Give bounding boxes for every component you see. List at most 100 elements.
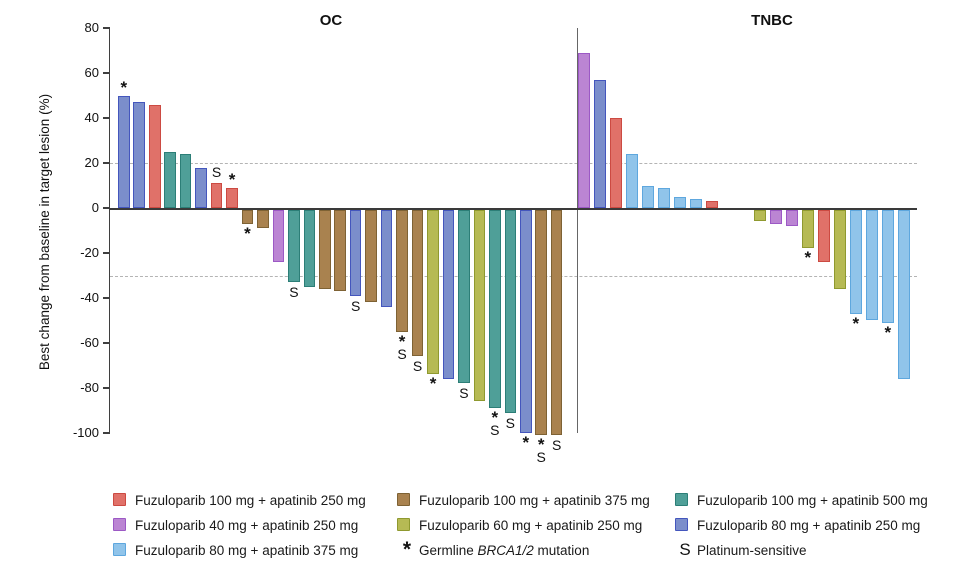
bar (658, 187, 670, 208)
platinum-marker: S (490, 422, 500, 438)
bar (380, 210, 393, 307)
legend-label-text: Fuzuloparib 40 mg + apatinib 250 mg (135, 518, 359, 533)
panel-separator (577, 28, 579, 433)
y-tick-label: -20 (80, 245, 99, 260)
bar (396, 210, 408, 332)
y-axis-line (108, 27, 111, 434)
legend-swatch-red (113, 493, 126, 506)
legend-swatch-brown (397, 493, 410, 506)
platinum-marker: S (505, 414, 515, 431)
legend-label-text: mutation (533, 543, 590, 558)
bar (303, 210, 316, 287)
y-tick-label: 0 (91, 200, 99, 215)
y-tick (103, 387, 110, 389)
bar (594, 79, 606, 208)
platinum-marker: S (412, 358, 423, 375)
bar (550, 210, 563, 435)
bar (754, 210, 766, 222)
brca-marker-legend: * (402, 538, 412, 561)
bar (882, 210, 894, 323)
legend-swatch-sky (113, 543, 126, 556)
y-tick-label: 20 (84, 155, 99, 170)
bar (318, 210, 331, 289)
bar (818, 210, 830, 262)
legend-swatch-periwinkle (675, 518, 688, 531)
bar (272, 210, 285, 262)
legend-label: Fuzuloparib 80 mg + apatinib 375 mg (135, 543, 358, 558)
bar (195, 167, 207, 208)
y-tick-label: 40 (84, 110, 99, 125)
brca-marker: * (884, 322, 892, 342)
legend-label-text: Fuzuloparib 100 mg + apatinib 500 mg (697, 493, 928, 508)
legend-label: Germline BRCA1/2 mutation (419, 543, 589, 558)
y-tick-label: -60 (80, 335, 99, 350)
legend-swatch-olive (397, 518, 410, 531)
platinum-marker: S (289, 284, 299, 300)
legend-swatch-orchid (113, 518, 126, 531)
bar (288, 210, 300, 282)
bar (690, 199, 702, 208)
panel-title-tnbc: TNBC (751, 12, 793, 29)
brca-marker: * (120, 77, 128, 97)
platinum-marker: S (351, 297, 361, 314)
platinum-marker-legend: S (679, 540, 691, 559)
bar (226, 187, 238, 208)
bar (898, 210, 910, 379)
reference-line (110, 163, 917, 164)
y-tick-label: 60 (84, 65, 99, 80)
platinum-marker: S (397, 345, 407, 362)
legend-label: Fuzuloparib 100 mg + apatinib 500 mg (697, 493, 928, 508)
bar (504, 210, 517, 413)
legend-label-text: Fuzuloparib 100 mg + apatinib 375 mg (419, 493, 650, 508)
platinum-marker: S (552, 437, 562, 453)
bar (786, 210, 798, 226)
bar (118, 95, 130, 208)
legend-label-text: Fuzuloparib 100 mg + apatinib 250 mg (135, 493, 366, 508)
brca-marker: * (852, 313, 860, 333)
bar (519, 210, 532, 433)
legend-swatch-teal (675, 493, 688, 506)
y-tick (103, 342, 110, 344)
zero-axis-line (108, 208, 917, 210)
platinum-marker: S (211, 164, 222, 181)
bar (535, 210, 547, 435)
bar (642, 185, 654, 208)
bar (241, 210, 254, 224)
brca-marker: * (398, 331, 406, 351)
bar (442, 210, 455, 379)
y-tick-label: -100 (72, 425, 99, 440)
legend-label: Fuzuloparib 100 mg + apatinib 250 mg (135, 493, 366, 508)
legend-label: Fuzuloparib 80 mg + apatinib 250 mg (697, 518, 920, 533)
y-tick-label: -80 (80, 380, 99, 395)
brca-marker: * (244, 223, 251, 243)
legend-label-italic: BRCA1/2 (477, 543, 534, 558)
bar (133, 102, 146, 208)
bar (210, 183, 223, 208)
bar (365, 210, 377, 303)
platinum-marker: S (459, 385, 469, 402)
y-tick-label: -40 (80, 290, 99, 305)
bar (770, 210, 782, 224)
brca-marker: * (491, 408, 499, 427)
brca-marker: * (228, 169, 236, 189)
brca-marker: * (429, 374, 437, 394)
brca-marker: * (804, 248, 812, 268)
legend-label-text: Fuzuloparib 80 mg + apatinib 375 mg (135, 543, 359, 558)
platinum-marker: S (536, 449, 546, 465)
bar (257, 210, 269, 228)
bar (578, 52, 590, 208)
bar (179, 154, 192, 208)
bar (164, 151, 176, 208)
legend-label: Fuzuloparib 40 mg + apatinib 250 mg (135, 518, 358, 533)
bar (674, 196, 686, 208)
brca-marker: * (522, 432, 530, 452)
bar (850, 210, 862, 314)
bar (489, 210, 501, 408)
bar (610, 118, 622, 208)
legend-label-text: Fuzuloparib 80 mg + apatinib 250 mg (697, 518, 921, 533)
bar (473, 210, 486, 402)
y-tick (103, 162, 110, 164)
y-tick (103, 117, 110, 119)
bar (349, 210, 362, 296)
